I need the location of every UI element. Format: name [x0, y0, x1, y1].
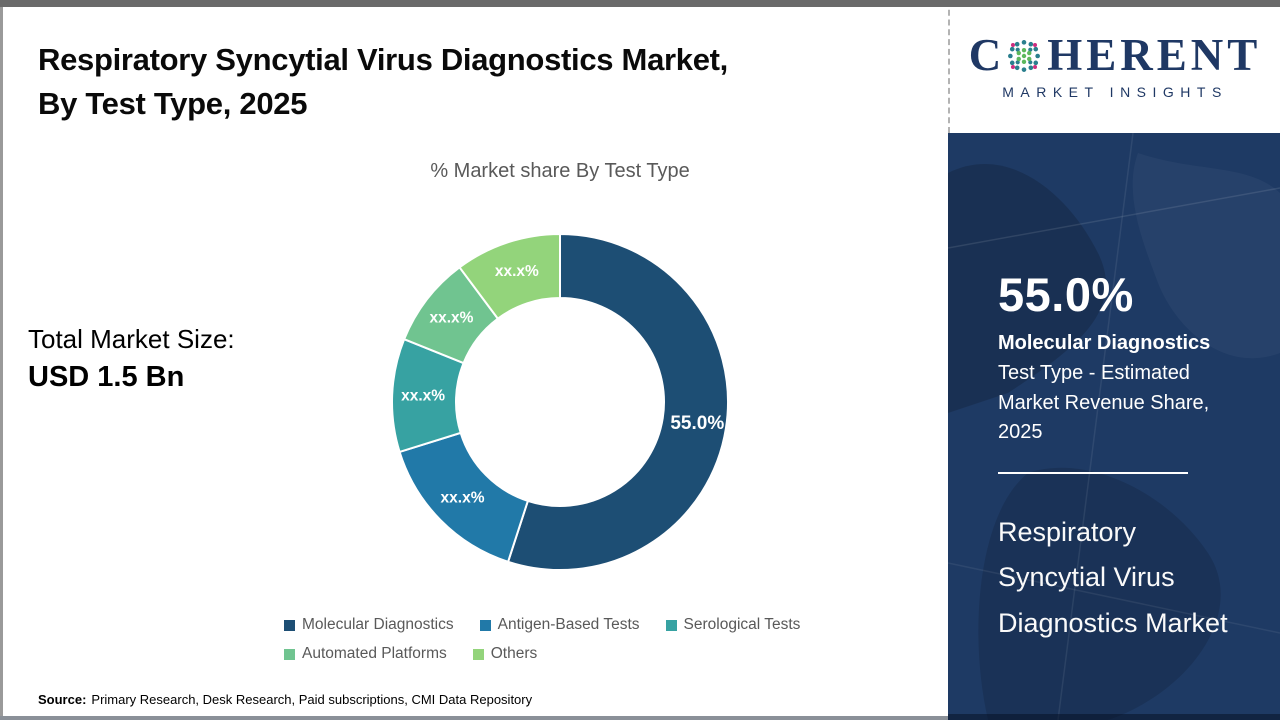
- highlight-stat-segment: Molecular Diagnostics: [998, 332, 1211, 354]
- legend-label-molecular-diagnostics: Molecular Diagnostics: [302, 616, 454, 633]
- source-line: Source: Primary Research, Desk Research, …: [38, 692, 532, 707]
- source-text: Primary Research, Desk Research, Paid su…: [91, 692, 533, 707]
- donut-chart: 55.0% xx.x% xx.x% xx.x% xx.x%: [390, 232, 730, 572]
- globe-dots-icon: [1008, 39, 1041, 72]
- top-border-strip: [0, 0, 1280, 7]
- source-label: Source:: [38, 692, 87, 707]
- page-title: Respiratory Syncytial Virus Diagnostics …: [38, 38, 728, 126]
- legend-label-antigen-based-tests: Antigen-Based Tests: [497, 616, 640, 633]
- left-border-strip: [0, 0, 3, 720]
- donut-slice-label-others: xx.x%: [495, 263, 539, 280]
- brand-logo: C HERENT: [948, 0, 1280, 133]
- legend-item-antigen-based-tests: Antigen-Based Tests: [479, 616, 640, 634]
- total-market-size-label: Total Market Size:: [28, 324, 235, 354]
- legend-label-others: Others: [490, 645, 538, 662]
- sidebar: C HERENT: [948, 0, 1280, 720]
- sidebar-panel: 55.0% Molecular Diagnostics Test Type - …: [948, 133, 1280, 720]
- total-market-size: Total Market Size: USD 1.5 Bn: [28, 324, 235, 394]
- legend-swatch-antigen-based-tests: [479, 619, 491, 631]
- highlight-stat: 55.0% Molecular Diagnostics Test Type - …: [998, 267, 1248, 646]
- donut-slice-label-automated-platforms: xx.x%: [430, 309, 474, 326]
- legend-item-automated-platforms: Automated Platforms: [284, 645, 447, 663]
- legend-item-serological-tests: Serological Tests: [665, 616, 801, 634]
- legend-swatch-automated-platforms: [284, 648, 295, 660]
- bottom-border-strip: [0, 716, 948, 720]
- donut-slice-label-antigen-based-tests: xx.x%: [441, 489, 485, 506]
- sidebar-divider: [998, 471, 1188, 474]
- highlight-stat-description: Test Type - Estimated Market Revenue Sha…: [998, 362, 1210, 444]
- donut-slice-molecular-diagnostics: [506, 232, 729, 571]
- brand-subtitle: MARKET INSIGHTS: [1002, 84, 1228, 100]
- donut-slice-label-serological-tests: xx.x%: [401, 388, 445, 405]
- chart-legend: Molecular Diagnostics Antigen-Based Tests…: [284, 616, 854, 663]
- brand-logo-row: C HERENT: [969, 33, 1262, 78]
- total-market-size-value: USD 1.5 Bn: [28, 361, 185, 393]
- sidebar-market-name: Respiratory Syncytial Virus Diagnostics …: [998, 516, 1228, 638]
- highlight-stat-value: 55.0%: [998, 268, 1134, 321]
- legend-swatch-others: [472, 648, 484, 660]
- legend-label-serological-tests: Serological Tests: [683, 616, 801, 633]
- chart-subtitle: % Market share By Test Type: [430, 160, 690, 182]
- donut-slice-others: [458, 232, 561, 321]
- legend-item-others: Others: [472, 645, 538, 663]
- brand-letters-rest: HERENT: [1047, 30, 1262, 80]
- legend-label-automated-platforms: Automated Platforms: [302, 645, 447, 662]
- donut-chart-svg: 55.0% xx.x% xx.x% xx.x% xx.x%: [391, 232, 729, 571]
- legend-swatch-serological-tests: [665, 619, 677, 631]
- page-title-line2: By Test Type, 2025: [38, 86, 308, 122]
- donut-slice-label-molecular-diagnostics: 55.0%: [670, 413, 724, 434]
- legend-item-molecular-diagnostics: Molecular Diagnostics: [284, 616, 454, 634]
- brand-letter-c: C: [968, 30, 1002, 80]
- legend-swatch-molecular-diagnostics: [284, 619, 295, 631]
- page-title-line1: Respiratory Syncytial Virus Diagnostics …: [38, 42, 728, 77]
